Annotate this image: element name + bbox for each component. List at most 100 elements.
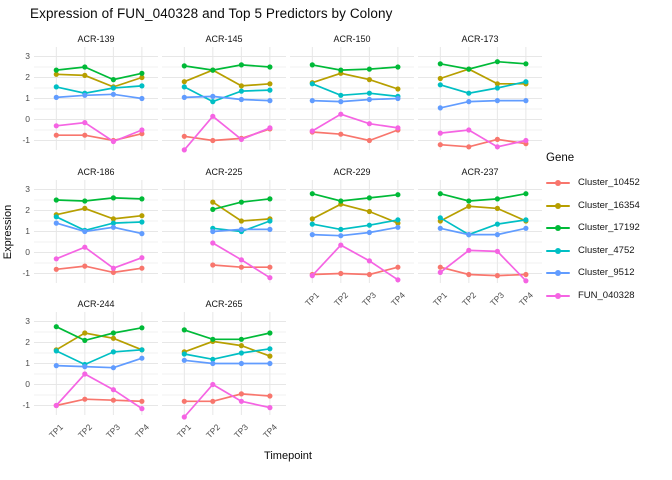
data-point-Cluster_10452 (82, 263, 88, 269)
data-point-Cluster_17192 (366, 195, 372, 201)
data-point-Cluster_9512 (53, 94, 59, 100)
data-point-Cluster_10452 (139, 131, 145, 137)
data-point-Cluster_9512 (210, 93, 216, 99)
data-point-Cluster_10452 (53, 132, 59, 138)
series-line-Cluster_16354 (312, 72, 399, 90)
x-tick-label: TP2 (203, 422, 222, 441)
data-point-Cluster_4752 (181, 351, 187, 357)
series-line-Cluster_4752 (56, 85, 142, 95)
data-point-FUN_040328 (110, 387, 116, 393)
data-point-Cluster_10452 (210, 398, 216, 404)
data-point-Cluster_9512 (366, 96, 372, 103)
data-point-Cluster_16354 (366, 77, 372, 83)
data-point-FUN_040328 (210, 113, 216, 119)
data-point-Cluster_4752 (110, 85, 116, 91)
series-line-Cluster_4752 (439, 217, 527, 236)
data-point-Cluster_4752 (267, 87, 273, 93)
data-point-Cluster_9512 (238, 360, 244, 367)
series-line-Cluster_4752 (183, 86, 270, 103)
data-point-Cluster_10452 (366, 137, 372, 144)
data-point-Cluster_4752 (238, 88, 244, 94)
x-tick-label: TP3 (488, 290, 507, 309)
series-line-Cluster_10452 (56, 265, 143, 274)
data-point-Cluster_16354 (395, 86, 401, 92)
y-tick-label: -1 (22, 268, 30, 279)
data-point-Cluster_9512 (466, 99, 472, 105)
data-point-Cluster_10452 (466, 144, 472, 150)
data-point-Cluster_10452 (82, 396, 88, 402)
data-point-Cluster_10452 (181, 398, 187, 404)
data-point-Cluster_4752 (267, 218, 273, 224)
y-tick-label: 0 (25, 379, 30, 390)
facet-title: ACR-237 (461, 167, 499, 177)
y-tick-label: -1 (22, 135, 30, 146)
data-point-Cluster_9512 (309, 98, 315, 104)
facet-title: ACR-225 (205, 167, 243, 177)
data-point-FUN_040328 (395, 125, 401, 131)
series-line-Cluster_10452 (56, 132, 143, 142)
legend-label: Cluster_16354 (578, 199, 640, 211)
data-point-Cluster_16354 (139, 213, 145, 219)
data-point-Cluster_17192 (210, 67, 216, 73)
data-point-FUN_040328 (366, 121, 372, 127)
legend-entry: FUN_040328 (546, 287, 668, 304)
data-point-Cluster_10452 (53, 266, 59, 272)
y-tick-label: 2 (25, 72, 30, 83)
data-point-Cluster_16354 (181, 79, 187, 85)
data-point-Cluster_9512 (82, 92, 88, 98)
chart-title: Expression of FUN_040328 and Top 5 Predi… (30, 6, 393, 21)
data-point-Cluster_4752 (53, 348, 59, 354)
data-point-Cluster_17192 (523, 191, 529, 197)
data-point-FUN_040328 (267, 275, 273, 281)
facet-title: ACR-186 (77, 167, 115, 177)
data-point-FUN_040328 (395, 277, 401, 283)
data-point-Cluster_10452 (210, 137, 216, 144)
series-line-Cluster_16354 (439, 205, 527, 222)
x-tick-label: TP4 (516, 290, 535, 309)
data-point-Cluster_10452 (139, 398, 145, 404)
data-point-Cluster_16354 (139, 74, 145, 81)
data-point-FUN_040328 (82, 120, 88, 126)
series-line-Cluster_9512 (312, 226, 399, 237)
x-axis-title: Timepoint (264, 450, 312, 462)
series-line-Cluster_17192 (312, 64, 398, 71)
x-tick-label: TP1 (175, 422, 194, 441)
series-line-FUN_040328 (56, 121, 143, 143)
data-point-Cluster_4752 (181, 84, 187, 90)
facet-title: ACR-145 (205, 34, 243, 44)
data-point-Cluster_4752 (110, 220, 116, 226)
data-point-FUN_040328 (366, 258, 372, 264)
legend-entries: Cluster_10452 Cluster_16354 Cluster_17192 C… (546, 174, 668, 304)
data-point-Cluster_9512 (110, 365, 116, 371)
data-point-Cluster_16354 (82, 205, 88, 211)
series-line-Cluster_17192 (184, 64, 270, 71)
data-point-Cluster_16354 (466, 203, 472, 209)
data-point-Cluster_9512 (53, 220, 59, 226)
data-point-Cluster_16354 (366, 208, 372, 215)
data-point-Cluster_10452 (238, 264, 244, 270)
facet-panel (418, 180, 542, 284)
data-point-Cluster_4752 (309, 221, 315, 227)
data-point-Cluster_9512 (395, 224, 401, 230)
y-tick-label: 2 (25, 337, 30, 348)
data-point-Cluster_9512 (366, 229, 372, 236)
series-line-Cluster_10452 (312, 129, 399, 142)
data-point-Cluster_10452 (238, 391, 244, 397)
series-line-Cluster_9512 (312, 97, 398, 103)
data-point-Cluster_9512 (82, 364, 88, 370)
data-point-Cluster_17192 (466, 198, 472, 204)
data-point-Cluster_17192 (238, 336, 244, 342)
data-point-Cluster_16354 (82, 72, 88, 78)
data-point-Cluster_4752 (338, 226, 344, 232)
data-point-Cluster_4752 (494, 85, 500, 91)
data-point-Cluster_9512 (338, 233, 344, 239)
series-line-Cluster_16354 (311, 203, 399, 224)
series-line-FUN_040328 (183, 383, 271, 418)
data-point-Cluster_9512 (238, 226, 244, 232)
data-point-FUN_040328 (309, 128, 315, 134)
facet-panel (34, 180, 158, 283)
y-tick-label: 2 (25, 205, 30, 216)
data-point-Cluster_10452 (338, 270, 344, 277)
data-point-FUN_040328 (238, 398, 244, 404)
